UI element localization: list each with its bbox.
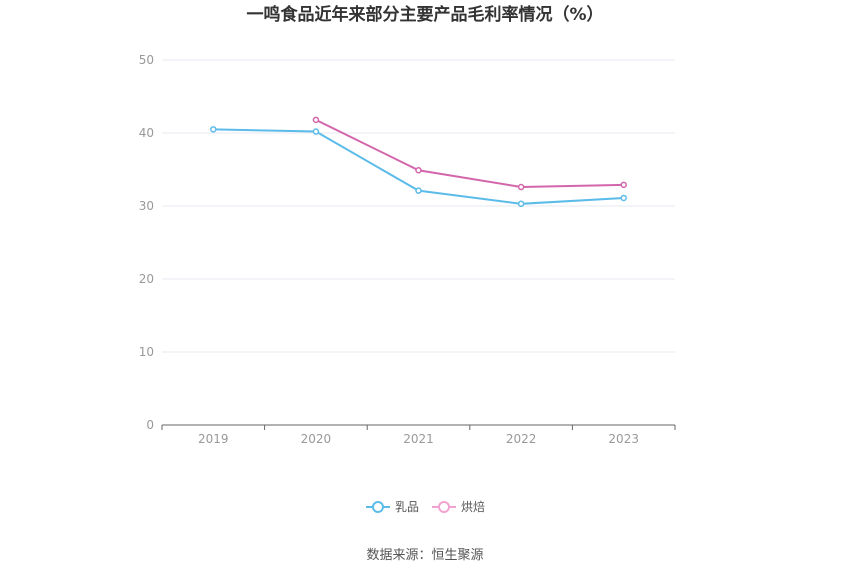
- y-tick-label: 40: [139, 126, 154, 140]
- series-2: [312, 116, 627, 191]
- series-1: [210, 126, 627, 208]
- legend-item-2[interactable]: 烘焙: [432, 499, 485, 514]
- data-point[interactable]: [415, 187, 422, 194]
- grid: [162, 59, 675, 353]
- x-tick-label: 2021: [403, 432, 434, 446]
- series-group: [210, 116, 627, 208]
- data-source: 数据来源：恒生聚源: [366, 548, 483, 563]
- x-tick-label: 2023: [608, 432, 639, 446]
- x-tick-label: 2020: [301, 432, 332, 446]
- data-point[interactable]: [312, 128, 320, 135]
- data-point[interactable]: [517, 200, 525, 208]
- x-axis: 2019 2020 2021 2022 2023: [161, 424, 676, 446]
- legend-item-1[interactable]: 乳品: [366, 500, 419, 514]
- series-line: [315, 118, 624, 189]
- legend-marker: [438, 501, 450, 513]
- y-tick-label: 50: [139, 53, 154, 67]
- data-point[interactable]: [210, 126, 217, 133]
- data-point[interactable]: [517, 183, 525, 191]
- x-tick-label: 2022: [506, 432, 537, 446]
- y-tick-label: 0: [146, 418, 154, 432]
- legend-label: 烘焙: [461, 499, 485, 514]
- y-axis-ticks: 0 10 20 30 40 50: [139, 53, 154, 432]
- x-tick-label: 2019: [198, 432, 229, 446]
- legend-marker: [372, 501, 384, 513]
- data-point[interactable]: [620, 181, 627, 189]
- y-tick-label: 10: [139, 345, 154, 359]
- legend[interactable]: 乳品 烘焙: [366, 499, 485, 514]
- legend-label: 乳品: [395, 500, 419, 514]
- data-point[interactable]: [415, 166, 422, 174]
- chart-title: 一鸣食品近年来部分主要产品毛利率情况（%）: [246, 4, 603, 25]
- y-tick-label: 30: [139, 199, 154, 213]
- data-point[interactable]: [312, 116, 320, 124]
- y-tick-label: 20: [139, 272, 154, 286]
- data-point[interactable]: [620, 194, 627, 202]
